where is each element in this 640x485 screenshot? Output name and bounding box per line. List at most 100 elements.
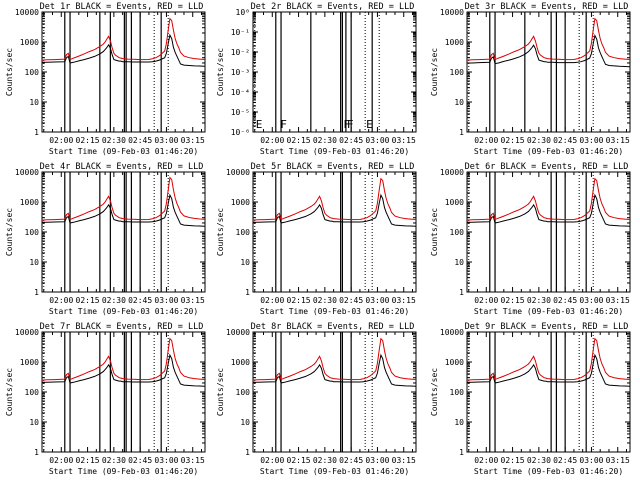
x-axis-label: Start Time (09-Feb-03 01:46:20) (474, 147, 623, 156)
events-series-line (42, 353, 206, 387)
y-tick-label: 10⁻¹ (231, 28, 250, 37)
chart-title: Det 3r BLACK = Events, RED = LLD (465, 2, 629, 12)
y-tick-label: 1000 (231, 358, 250, 367)
x-tick-label: 03:00 (579, 456, 603, 465)
x-tick-label: 02:30 (527, 456, 551, 465)
x-tick-label: 02:00 (474, 296, 498, 305)
x-tick-label: 02:30 (102, 456, 126, 465)
chart-title: Det 2r BLACK = Events, RED = LLD (251, 2, 415, 12)
chart-panel-6: Det 6r BLACK = Events, RED = LLD Start Ti… (430, 162, 631, 316)
lld-series-line (41, 17, 206, 61)
y-tick-label: 10⁻⁵ (231, 108, 250, 117)
y-tick-label: 1000 (445, 38, 464, 47)
chart-title: Det 6r BLACK = Events, RED = LLD (465, 162, 629, 172)
x-axis-label: Start Time (09-Feb-03 01:46:20) (260, 467, 409, 476)
y-tick-label: 10 (29, 258, 39, 267)
events-series-line (253, 353, 417, 387)
chart-panel-7: Det 7r BLACK = Events, RED = LLD Start Ti… (5, 322, 206, 476)
y-tick-label: 10000 (440, 8, 464, 17)
x-tick-label: 03:15 (392, 296, 416, 305)
flag-marker-label: F (280, 118, 287, 131)
y-tick-label: 1 (34, 288, 39, 297)
y-tick-label: 1 (245, 288, 250, 297)
x-tick-label: 02:45 (553, 296, 577, 305)
lld-series-line (252, 177, 417, 221)
events-series-line (467, 193, 631, 227)
x-tick-label: 03:15 (181, 136, 205, 145)
events-series-line (253, 193, 417, 227)
x-tick-label: 03:00 (365, 136, 389, 145)
chart-title: Det 8r BLACK = Events, RED = LLD (251, 322, 415, 332)
y-tick-label: 10000 (15, 8, 39, 17)
flag-marker-label: F (343, 118, 350, 131)
lld-series-line (466, 177, 631, 221)
y-tick-label: 10⁰ (236, 8, 250, 17)
x-tick-label: 02:00 (49, 296, 73, 305)
chart-panel-5: Det 5r BLACK = Events, RED = LLD Start Ti… (216, 162, 417, 316)
y-axis-label: Counts/sec (216, 368, 225, 416)
x-tick-label: 03:00 (579, 296, 603, 305)
y-axis-label: Counts/sec (430, 368, 439, 416)
y-tick-label: 1 (34, 448, 39, 457)
y-tick-label: 10 (454, 98, 464, 107)
x-axis-label: Start Time (09-Feb-03 01:46:20) (49, 467, 198, 476)
flag-marker-label: E (256, 118, 263, 131)
x-tick-label: 02:30 (313, 136, 337, 145)
x-tick-label: 02:15 (76, 136, 100, 145)
y-tick-label: 10000 (440, 168, 464, 177)
y-tick-label: 100 (450, 388, 465, 397)
x-axis-label: Start Time (09-Feb-03 01:46:20) (49, 307, 198, 316)
y-tick-label: 10000 (440, 328, 464, 337)
y-tick-label: 1000 (20, 358, 39, 367)
y-axis-label: Counts/sec (216, 208, 225, 256)
x-tick-label: 02:45 (553, 136, 577, 145)
x-tick-label: 02:00 (260, 136, 284, 145)
x-axis-label: Start Time (09-Feb-03 01:46:20) (260, 147, 409, 156)
y-tick-label: 100 (450, 228, 465, 237)
x-tick-label: 02:45 (128, 296, 152, 305)
x-tick-label: 02:30 (102, 136, 126, 145)
y-tick-label: 100 (236, 228, 251, 237)
x-tick-label: 03:00 (154, 296, 178, 305)
y-tick-label: 10000 (226, 328, 250, 337)
x-tick-label: 03:15 (181, 296, 205, 305)
x-tick-label: 02:45 (128, 136, 152, 145)
lld-series-line (466, 17, 631, 61)
chart-panel-3: Det 3r BLACK = Events, RED = LLD Start Ti… (430, 2, 631, 156)
y-tick-label: 1 (34, 128, 39, 137)
y-tick-label: 10000 (226, 168, 250, 177)
y-tick-label: 10 (454, 418, 464, 427)
chart-panel-4: Det 4r BLACK = Events, RED = LLD Start Ti… (5, 162, 206, 316)
y-axis-label: Counts/sec (5, 368, 14, 416)
x-tick-label: 03:00 (579, 136, 603, 145)
x-tick-label: 02:30 (313, 296, 337, 305)
y-tick-label: 1 (459, 448, 464, 457)
events-series-line (42, 33, 206, 67)
y-tick-label: 100 (25, 228, 40, 237)
y-axis-label: Counts/sec (5, 48, 14, 96)
x-tick-label: 02:30 (527, 136, 551, 145)
x-tick-label: 03:00 (154, 456, 178, 465)
y-axis-label: Counts/sec (430, 48, 439, 96)
y-axis-label: Counts/sec (216, 48, 225, 96)
x-tick-label: 03:15 (181, 456, 205, 465)
x-tick-label: 03:15 (392, 136, 416, 145)
y-tick-label: 10⁻² (231, 48, 250, 57)
y-tick-label: 100 (25, 68, 40, 77)
y-tick-label: 1 (245, 448, 250, 457)
y-tick-label: 1000 (20, 198, 39, 207)
x-tick-label: 02:00 (260, 456, 284, 465)
y-tick-label: 100 (450, 68, 465, 77)
x-tick-label: 02:15 (76, 296, 100, 305)
x-tick-label: 03:15 (606, 456, 630, 465)
lld-series-line (41, 176, 206, 221)
y-axis-label: Counts/sec (430, 208, 439, 256)
x-tick-label: 02:45 (339, 136, 363, 145)
x-tick-label: 02:30 (102, 296, 126, 305)
x-tick-label: 03:00 (365, 296, 389, 305)
lld-series-line (41, 337, 206, 381)
x-axis-label: Start Time (09-Feb-03 01:46:20) (49, 147, 198, 156)
y-tick-label: 10000 (15, 328, 39, 337)
y-tick-label: 1000 (231, 198, 250, 207)
